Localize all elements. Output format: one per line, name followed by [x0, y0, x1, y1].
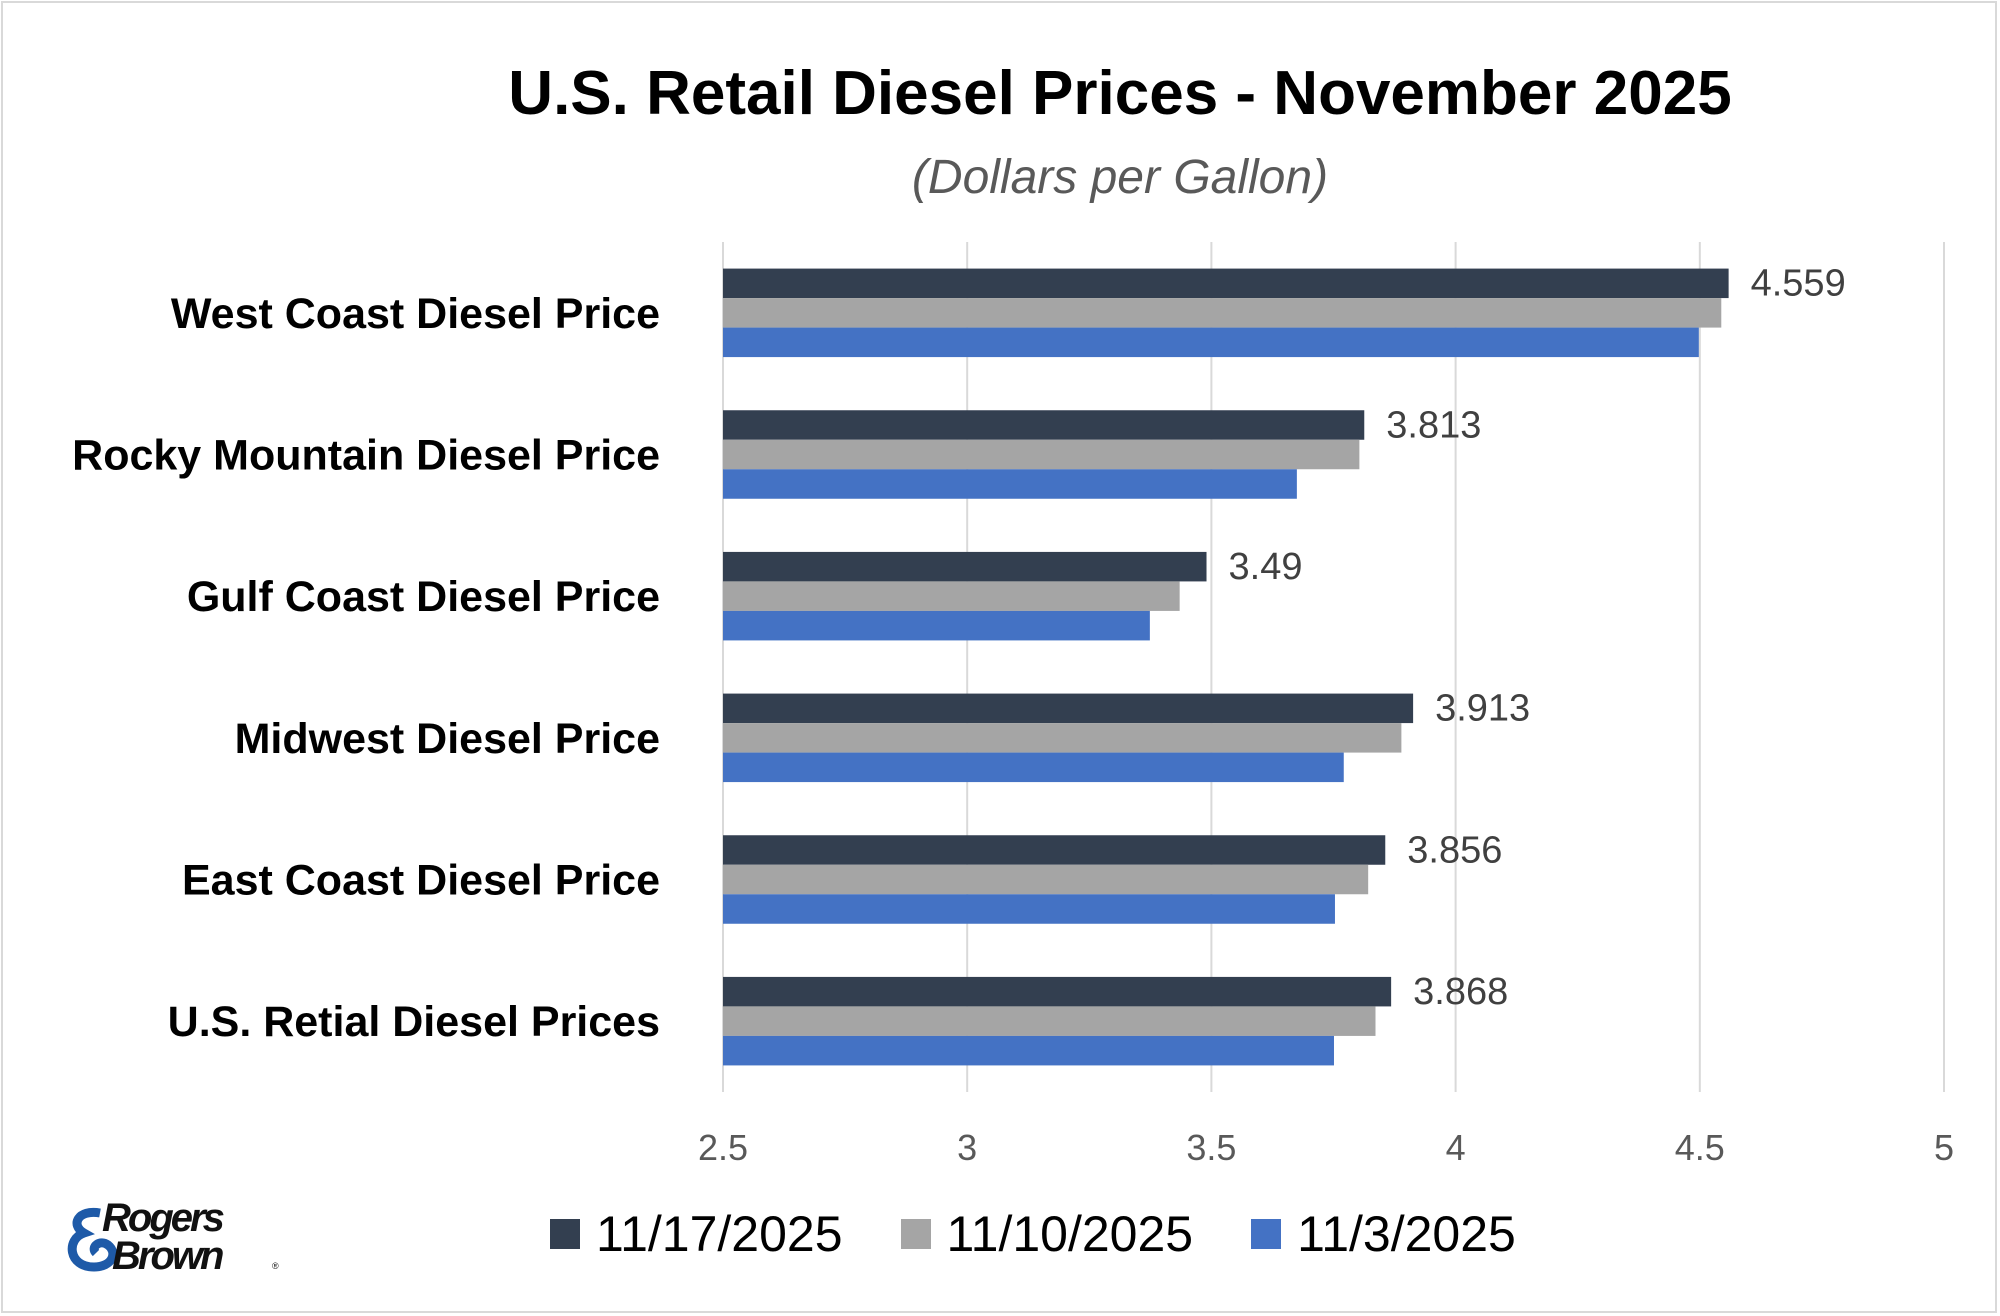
svg-text:®: ®: [272, 1261, 279, 1271]
bar-11-3-2025: [723, 752, 1344, 783]
bar-11-10-2025: [723, 298, 1722, 328]
legend-swatch: [1251, 1219, 1282, 1249]
legend-label: 11/10/2025: [946, 1206, 1194, 1262]
bar-11-17-2025: [723, 693, 1414, 724]
data-label: 3.813: [1386, 404, 1481, 446]
bar-11-17-2025: [723, 835, 1386, 865]
x-tick-label: 3.5: [1186, 1127, 1236, 1168]
bar-11-3-2025: [723, 327, 1699, 358]
bar-11-3-2025: [723, 894, 1335, 924]
svg-text:Rogers: Rogers: [102, 1196, 224, 1240]
legend-swatch: [900, 1219, 931, 1249]
bar-11-17-2025: [723, 551, 1207, 582]
rogers-brown-logo: Rogers Brown ®: [67, 1196, 279, 1275]
x-tick-label: 3: [957, 1127, 977, 1168]
legend-item-11-3: 11/3/2025: [1251, 1205, 1516, 1263]
bar-11-10-2025: [723, 1006, 1376, 1036]
legend-label: 11/3/2025: [1297, 1206, 1516, 1262]
bar-11-10-2025: [723, 723, 1402, 753]
category-label: Gulf Coast Diesel Price: [187, 573, 660, 621]
svg-text:Brown: Brown: [112, 1234, 223, 1275]
category-label: West Coast Diesel Price: [171, 290, 660, 338]
legend-item-11-17: 11/17/2025: [550, 1205, 843, 1263]
bar-11-10-2025: [723, 439, 1360, 470]
legend-label: 11/17/2025: [596, 1206, 843, 1262]
legend-item-11-10: 11/10/2025: [900, 1205, 1194, 1263]
chart-subtitle: (Dollars per Gallon): [911, 151, 1329, 204]
chart-title: U.S. Retail Diesel Prices - November 202…: [508, 59, 1732, 128]
bar-11-3-2025: [723, 610, 1150, 641]
x-tick-label: 2.5: [698, 1127, 748, 1168]
data-label: 3.856: [1407, 829, 1502, 871]
legend-swatch: [550, 1219, 580, 1249]
data-label: 4.559: [1751, 263, 1846, 305]
bar-11-10-2025: [723, 864, 1369, 895]
x-tick-label: 5: [1934, 1127, 1954, 1168]
bar-11-3-2025: [723, 1035, 1334, 1066]
bar-11-17-2025: [723, 268, 1729, 299]
bar-11-17-2025: [723, 410, 1365, 440]
legend: 11/17/2025 11/10/2025 11/3/2025: [550, 1205, 1516, 1263]
data-label: 3.49: [1229, 546, 1303, 588]
data-label: 3.913: [1435, 688, 1530, 730]
bar-11-10-2025: [723, 581, 1180, 611]
category-label: Rocky Mountain Diesel Price: [72, 432, 660, 480]
bar-11-3-2025: [723, 469, 1297, 499]
x-tick-label: 4: [1446, 1127, 1466, 1168]
data-label: 3.868: [1413, 971, 1508, 1013]
x-tick-label: 4.5: [1675, 1127, 1725, 1168]
category-label: Midwest Diesel Price: [235, 715, 660, 763]
category-label: East Coast Diesel Price: [182, 857, 660, 905]
category-label: U.S. Retial Diesel Prices: [168, 998, 660, 1046]
bar-11-17-2025: [723, 976, 1392, 1007]
